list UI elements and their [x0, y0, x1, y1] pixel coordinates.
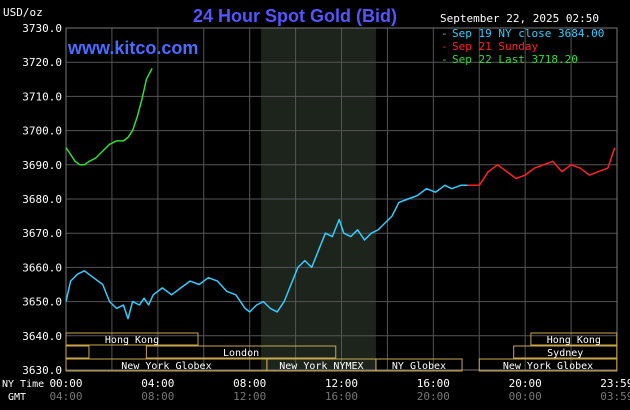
price-series: [65, 68, 616, 320]
session-label: New York Globex: [121, 361, 211, 372]
y-tick-label: 3710.0: [22, 90, 62, 103]
trading-sessions: Hong Kong London New York Globex New York N…: [65, 332, 618, 372]
x-axis-ny-label: NY Time: [2, 379, 44, 390]
y-tick-label: 3660.0: [22, 261, 62, 274]
x-tick-label-gmt: 12:00: [233, 390, 266, 403]
legend-item-ny-close: Sep 19 NY close 3684.00: [452, 27, 604, 40]
x-axis-gmt-label: GMT: [8, 392, 26, 403]
chart-grid: [65, 27, 618, 371]
x-tick-label-ny: 04:00: [141, 377, 174, 390]
y-tick-label: 3650.0: [22, 296, 62, 309]
x-tick-label-gmt: 04:00: [49, 390, 82, 403]
session-bar: [145, 345, 337, 359]
session-bar: [65, 345, 90, 359]
x-tick-label-gmt: 00:00: [509, 390, 542, 403]
session-label: New York Globex: [503, 361, 593, 372]
legend-marker-ny-close: -: [441, 27, 448, 40]
session-label: NY Globex: [392, 361, 446, 372]
x-tick-label-ny: 00:00: [49, 377, 82, 390]
series-line-2: [65, 68, 153, 166]
x-tick-label-ny: 08:00: [233, 377, 266, 390]
y-tick-label: 3730.0: [22, 22, 62, 35]
y-tick-label: 3680.0: [22, 193, 62, 206]
y-tick-label: 3630.0: [22, 364, 62, 377]
session-bar: [478, 358, 618, 372]
session-bar: [513, 345, 618, 359]
y-tick-label: 3670.0: [22, 227, 62, 240]
series-line-1: [467, 147, 616, 187]
series-line-0: [65, 184, 468, 320]
session-label: New York NYMEX: [279, 361, 363, 372]
session-label: London: [223, 348, 259, 359]
session-label: Hong Kong: [547, 335, 601, 346]
y-tick-label: 3700.0: [22, 125, 62, 138]
x-tick-label-gmt: 20:00: [417, 390, 450, 403]
chart-datetime: September 22, 2025 02:50: [440, 12, 599, 25]
x-axis-ticks: 00:0004:0008:0012:0016:0020:0023:5904:00…: [49, 377, 630, 403]
x-tick-label-gmt: 08:00: [141, 390, 174, 403]
legend-marker-last: -: [441, 53, 448, 66]
x-tick-label-gmt: 16:00: [325, 390, 358, 403]
x-tick-label-ny: 12:00: [325, 377, 358, 390]
legend-item-sunday: Sep 21 Sunday: [452, 40, 538, 53]
session-bar: [375, 358, 463, 372]
plot-frame: [65, 27, 618, 371]
y-axis-ticks: 3630.0 3640.0 3650.0 3660.0 3670.0 3680.0 3690…: [22, 22, 62, 377]
session-label: Sydney: [547, 348, 583, 359]
session-bar: [65, 332, 199, 346]
x-tick-label-gmt: 03:59: [600, 390, 630, 403]
y-tick-label: 3640.0: [22, 330, 62, 343]
legend: Sep 19 NY close 3684.00 Sep 21 Sunday Se…: [441, 27, 604, 66]
x-tick-label-ny: 23:59: [600, 377, 630, 390]
x-tick-label-ny: 20:00: [509, 377, 542, 390]
session-bar: [530, 332, 618, 346]
site-watermark: www.kitco.com: [67, 38, 198, 58]
y-tick-label: 3720.0: [22, 56, 62, 69]
y-unit-label: USD/oz: [3, 6, 43, 19]
chart-title: 24 Hour Spot Gold (Bid): [193, 6, 397, 26]
x-tick-label-ny: 16:00: [417, 377, 450, 390]
legend-marker-sunday: -: [441, 40, 448, 53]
legend-item-last: Sep 22 Last 3718.20: [452, 53, 578, 66]
session-label: Hong Kong: [105, 335, 159, 346]
y-tick-label: 3690.0: [22, 159, 62, 172]
